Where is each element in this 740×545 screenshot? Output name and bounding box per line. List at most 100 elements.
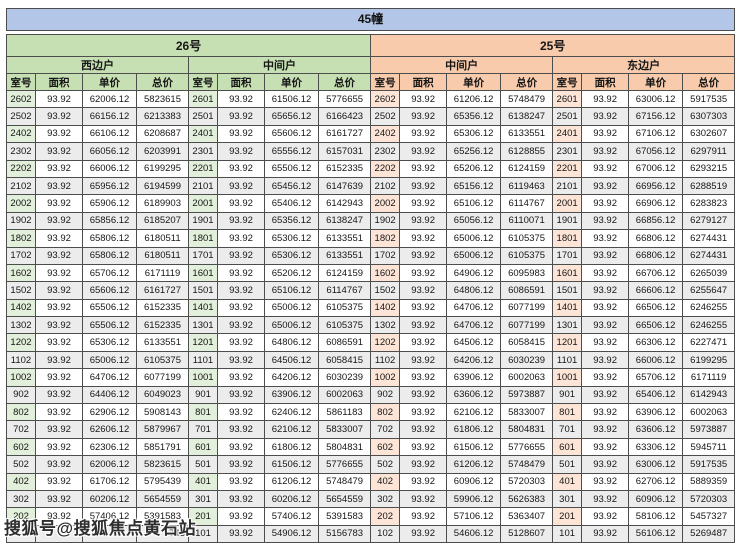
table-row: 2502 93.92 66156.12 6213383 2501 93.92 65656.1… <box>6 107 736 126</box>
value-cell: 5851791 <box>136 437 189 457</box>
value-cell: 93.92 <box>35 403 83 422</box>
value-cell: 93.92 <box>581 316 630 335</box>
room-number-cell: 501 <box>188 455 218 474</box>
room-number-cell: 902 <box>370 385 401 405</box>
room-number-cell: 701 <box>188 420 218 439</box>
value-cell: 6086591 <box>500 281 554 300</box>
value-cell: 66706.12 <box>628 263 684 283</box>
value-cell: 93.92 <box>399 507 448 526</box>
value-cell: 6152335 <box>136 298 189 318</box>
value-cell: 93.92 <box>217 211 265 231</box>
value-cell: 93.92 <box>35 142 83 161</box>
value-cell: 65506.12 <box>82 316 137 335</box>
value-cell: 93.92 <box>35 298 83 318</box>
value-cell: 93.92 <box>35 420 83 439</box>
value-cell: 65156.12 <box>446 176 502 196</box>
value-cell: 93.92 <box>217 142 265 161</box>
value-cell: 63606.12 <box>628 420 684 439</box>
table-row: 1002 93.92 64706.12 6077199 1001 93.92 64206.1… <box>6 368 736 387</box>
value-cell: 93.92 <box>581 298 630 318</box>
room-number-cell: 801 <box>188 403 218 422</box>
value-cell: 93.92 <box>217 89 265 109</box>
value-cell: 5776655 <box>317 455 372 474</box>
value-cell: 63906.12 <box>264 385 319 405</box>
value-cell: 67006.12 <box>628 159 684 178</box>
table-row: 1702 93.92 65806.12 6180511 1701 93.92 65306.1… <box>6 246 736 265</box>
value-cell: 93.92 <box>399 211 448 231</box>
value-cell: 6279127 <box>682 211 736 231</box>
value-cell: 5776655 <box>317 89 372 109</box>
value-cell: 6274431 <box>682 229 736 248</box>
value-cell: 93.92 <box>217 524 265 544</box>
value-cell: 93.92 <box>581 333 630 352</box>
room-number-cell: 1501 <box>188 281 218 300</box>
value-cell: 5748479 <box>317 472 372 491</box>
value-cell: 5748479 <box>500 455 554 474</box>
value-cell: 62306.12 <box>82 437 137 457</box>
value-cell: 54606.12 <box>446 524 502 544</box>
value-cell: 65306.12 <box>264 229 319 248</box>
room-number-cell: 2202 <box>370 159 401 178</box>
room-number-cell: 2502 <box>370 107 401 126</box>
value-cell: 65206.12 <box>264 263 319 283</box>
room-number-cell: 401 <box>188 472 218 491</box>
value-cell: 6302607 <box>682 124 736 144</box>
value-cell: 6293215 <box>682 159 736 178</box>
value-cell: 65006.12 <box>446 229 502 248</box>
room-number-cell <box>6 524 36 544</box>
value-cell: 6105375 <box>317 298 372 318</box>
value-cell: 64806.12 <box>264 333 319 352</box>
value-cell: 6274431 <box>682 246 736 265</box>
room-number-cell: 2302 <box>6 142 36 161</box>
room-number-cell: 301 <box>552 489 583 509</box>
value-cell: 93.92 <box>399 107 448 126</box>
room-number-cell: 1602 <box>6 263 36 283</box>
value-cell: 6119463 <box>500 176 554 196</box>
room-number-cell: 1902 <box>370 211 401 231</box>
value-cell: 6030239 <box>317 368 372 387</box>
room-number-cell: 2101 <box>552 176 583 196</box>
room-number-cell: 902 <box>6 385 36 405</box>
value-cell: 64506.12 <box>446 333 502 352</box>
value-cell: 6077199 <box>500 298 554 318</box>
value-cell: 93.92 <box>399 437 448 457</box>
value-cell <box>82 524 137 544</box>
value-cell: 66006.12 <box>628 350 684 370</box>
room-number-cell: 201 <box>552 507 583 526</box>
value-cell: 5973887 <box>500 385 554 405</box>
value-cell: 63306.12 <box>628 437 684 457</box>
value-cell: 62406.12 <box>264 403 319 422</box>
value-cell: 93.92 <box>35 124 83 144</box>
table-row: 402 93.92 61706.12 5795439 401 93.92 61206.12 5… <box>6 472 736 491</box>
value-cell: 6133551 <box>500 124 554 144</box>
building-26-header: 26号 <box>5 34 372 57</box>
value-cell: 93.92 <box>399 333 448 352</box>
room-number-cell: 1501 <box>552 281 583 300</box>
value-cell: 6077199 <box>136 368 189 387</box>
value-cell: 93.92 <box>399 229 448 248</box>
value-cell: 6110071 <box>500 211 554 231</box>
value-cell: 93.92 <box>399 246 448 265</box>
room-number-cell: 401 <box>552 472 583 491</box>
table-row: 1902 93.92 65856.12 6185207 1901 93.92 65356.1… <box>6 211 736 231</box>
room-number-cell: 1001 <box>552 368 583 387</box>
value-cell: 6030239 <box>500 350 554 370</box>
room-number-cell: 202 <box>370 507 401 526</box>
value-cell: 6171119 <box>136 263 189 283</box>
value-cell: 5861183 <box>317 403 372 422</box>
table-row: 2302 93.92 66056.12 6203991 2301 93.92 65556.1… <box>6 142 736 161</box>
value-cell: 93.92 <box>581 194 630 213</box>
room-number-cell: 1601 <box>552 263 583 283</box>
value-cell: 93.92 <box>581 211 630 231</box>
value-cell: 93.92 <box>581 472 630 491</box>
room-number-cell: 2402 <box>370 124 401 144</box>
value-cell: 60906.12 <box>628 489 684 509</box>
column-header: 面积 <box>35 73 83 91</box>
value-cell: 65006.12 <box>264 316 319 335</box>
value-cell: 93.92 <box>581 437 630 457</box>
price-table-page: 45幢 26号 25号 西边户 中间户 中间户 东边户 室号 面积 单价 总价 室号 面积… <box>4 8 736 544</box>
value-cell: 65006.12 <box>82 350 137 370</box>
value-cell: 6142943 <box>682 385 736 405</box>
value-cell: 59906.12 <box>446 489 502 509</box>
value-cell: 5654559 <box>136 489 189 509</box>
